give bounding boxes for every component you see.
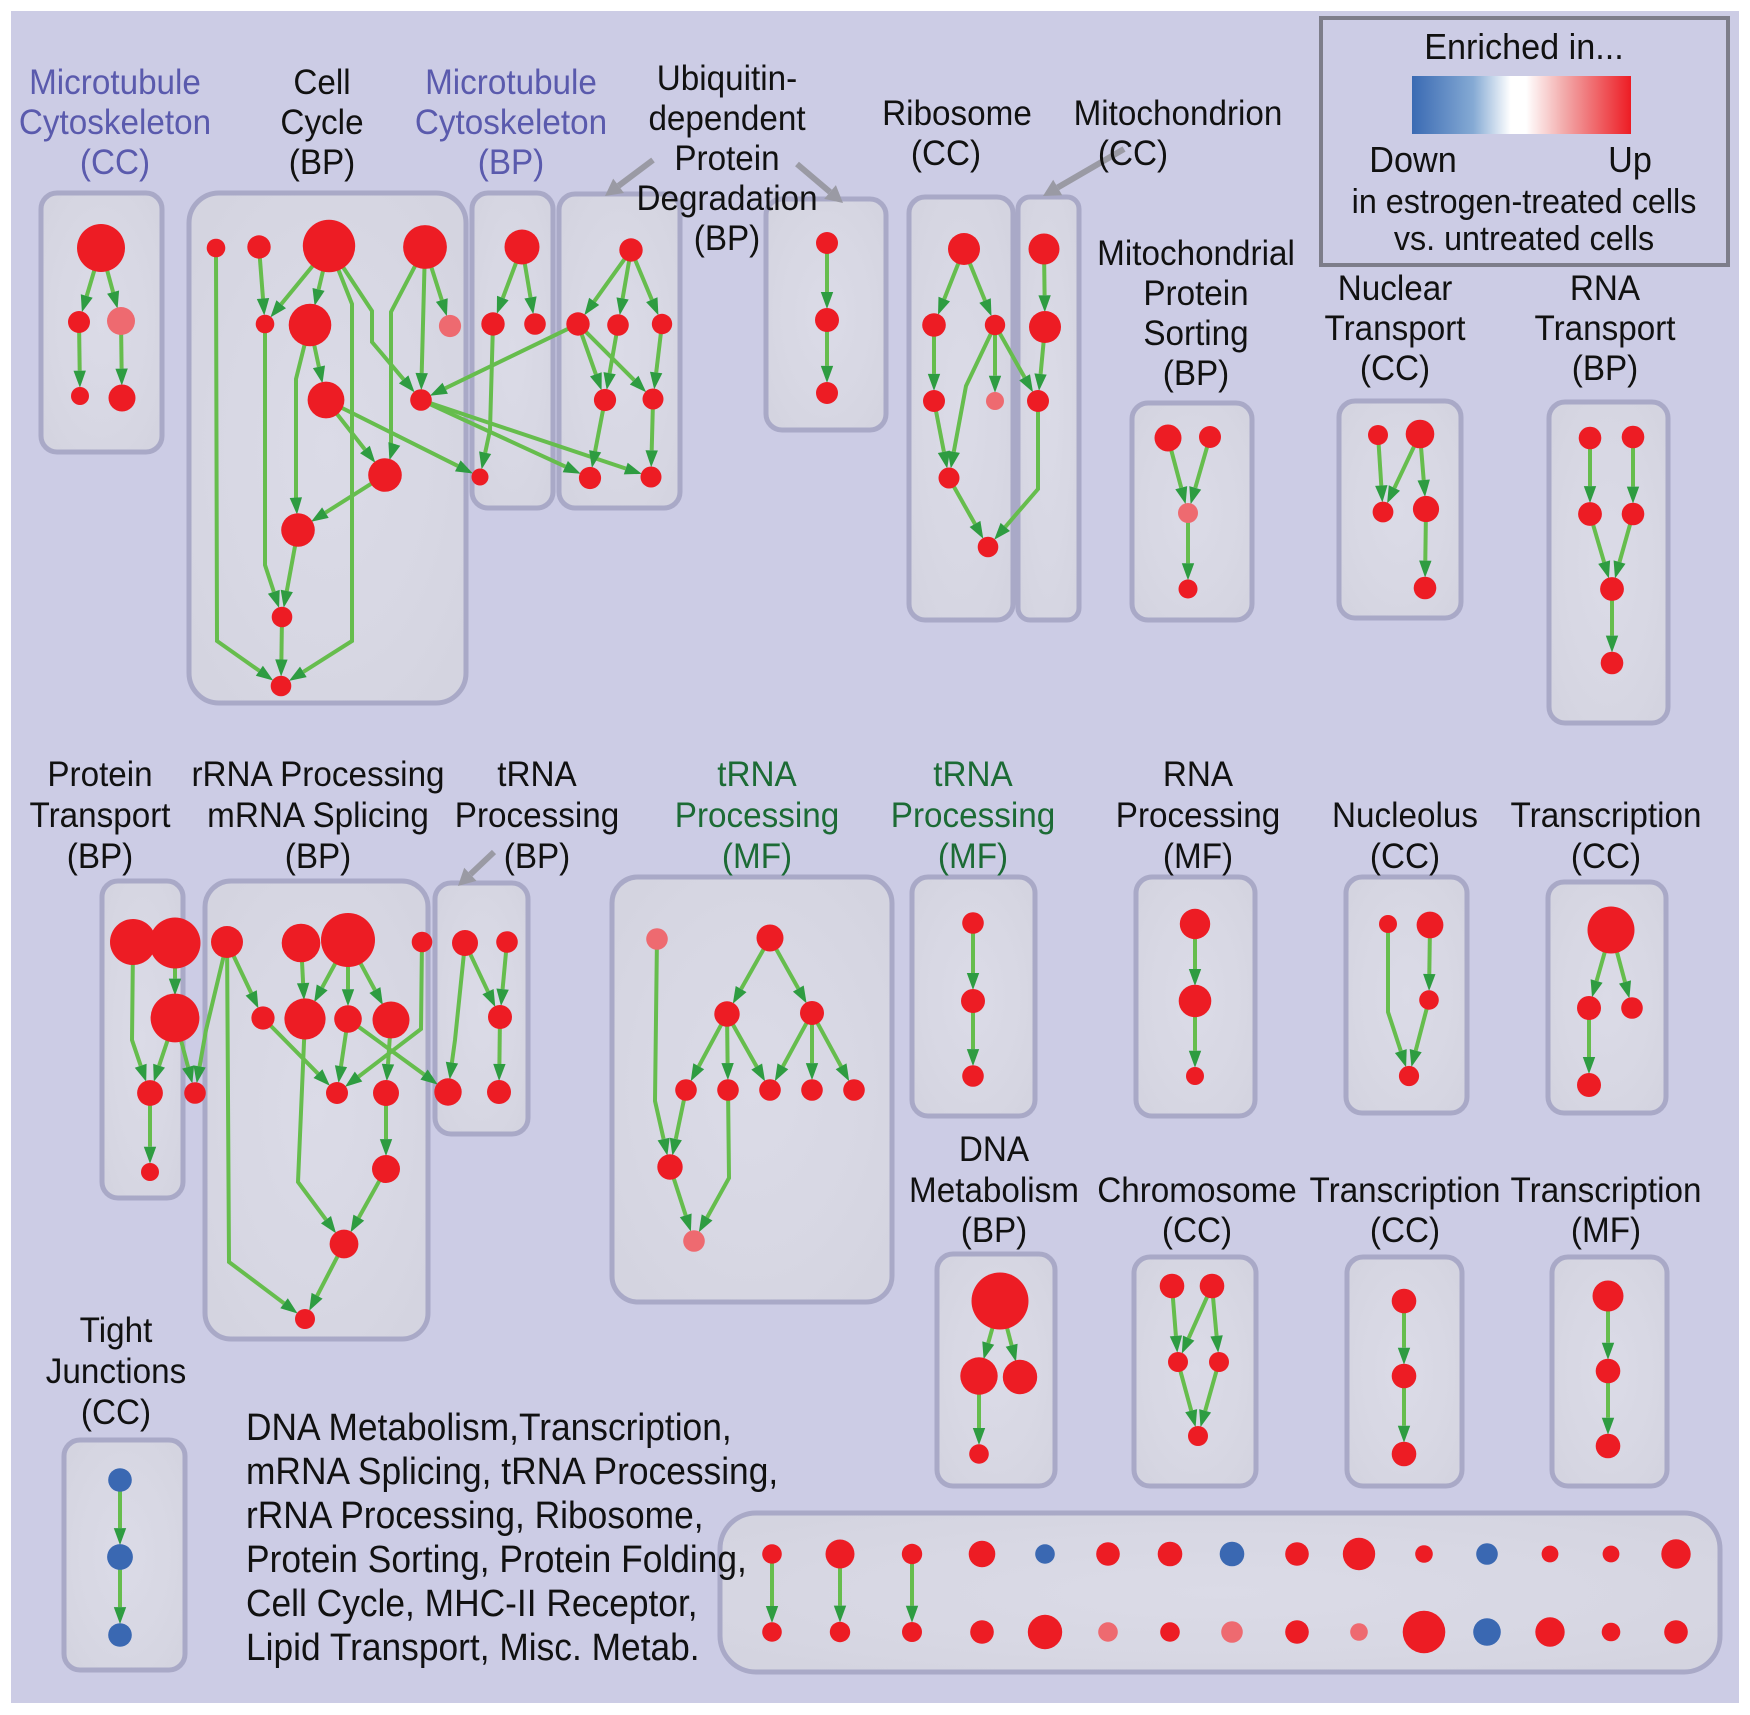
svg-text:Transport: Transport <box>1534 309 1676 348</box>
svg-text:Protein: Protein <box>674 139 779 178</box>
svg-text:in estrogen-treated cells: in estrogen-treated cells <box>1352 183 1697 221</box>
svg-text:Metabolism: Metabolism <box>909 1171 1079 1210</box>
svg-text:(MF): (MF) <box>1163 837 1233 876</box>
svg-text:(BP): (BP) <box>285 837 351 876</box>
svg-text:Nucleolus: Nucleolus <box>1332 796 1478 835</box>
svg-text:Sorting: Sorting <box>1143 314 1248 353</box>
svg-text:Mitochondrion: Mitochondrion <box>1074 94 1283 133</box>
svg-text:RNA: RNA <box>1570 269 1640 308</box>
svg-text:(CC): (CC) <box>911 134 981 173</box>
svg-text:Up: Up <box>1608 140 1652 180</box>
svg-text:(BP): (BP) <box>1572 349 1638 388</box>
svg-text:Processing: Processing <box>455 796 619 835</box>
svg-text:Chromosome: Chromosome <box>1097 1171 1297 1210</box>
svg-text:mRNA Splicing, tRNA Processing: mRNA Splicing, tRNA Processing, <box>246 1450 778 1492</box>
svg-text:Transcription: Transcription <box>1511 796 1702 835</box>
svg-text:Mitochondrial: Mitochondrial <box>1097 234 1295 273</box>
svg-text:Down: Down <box>1369 140 1456 180</box>
svg-text:(CC): (CC) <box>80 143 150 182</box>
svg-text:Transcription: Transcription <box>1511 1171 1702 1210</box>
svg-text:(MF): (MF) <box>1571 1211 1641 1250</box>
svg-text:tRNA: tRNA <box>497 755 577 794</box>
svg-text:Junctions: Junctions <box>46 1352 186 1391</box>
svg-text:RNA: RNA <box>1163 755 1233 794</box>
svg-text:Processing: Processing <box>675 796 839 835</box>
svg-text:dependent: dependent <box>648 99 806 138</box>
svg-text:Degradation: Degradation <box>636 179 817 218</box>
svg-text:Transport: Transport <box>29 796 171 835</box>
svg-text:(CC): (CC) <box>1571 837 1641 876</box>
svg-text:Microtubule: Microtubule <box>29 63 201 102</box>
svg-text:Enriched in...: Enriched in... <box>1424 27 1624 67</box>
svg-text:vs. untreated cells: vs. untreated cells <box>1394 220 1654 258</box>
svg-text:Transport: Transport <box>1324 309 1466 348</box>
svg-text:Tight: Tight <box>80 1311 153 1350</box>
svg-text:Cell Cycle, MHC-II Receptor,: Cell Cycle, MHC-II Receptor, <box>246 1582 698 1624</box>
svg-text:(BP): (BP) <box>504 837 570 876</box>
svg-text:(CC): (CC) <box>1162 1211 1232 1250</box>
svg-text:(CC): (CC) <box>81 1393 151 1432</box>
svg-text:Protein: Protein <box>1143 274 1248 313</box>
svg-text:Protein: Protein <box>47 755 152 794</box>
svg-text:Nuclear: Nuclear <box>1338 269 1453 308</box>
svg-text:Processing: Processing <box>891 796 1055 835</box>
svg-text:Transcription: Transcription <box>1310 1171 1501 1210</box>
svg-text:(CC): (CC) <box>1370 1211 1440 1250</box>
svg-text:(MF): (MF) <box>938 837 1008 876</box>
svg-text:(BP): (BP) <box>1163 354 1229 393</box>
svg-text:(CC): (CC) <box>1098 134 1168 173</box>
svg-text:(BP): (BP) <box>67 837 133 876</box>
svg-text:Cycle: Cycle <box>280 103 363 142</box>
svg-text:mRNA Splicing: mRNA Splicing <box>207 796 429 835</box>
svg-text:Cytoskeleton: Cytoskeleton <box>415 103 607 142</box>
svg-text:(CC): (CC) <box>1360 349 1430 388</box>
svg-text:(BP): (BP) <box>694 219 760 258</box>
svg-text:Microtubule: Microtubule <box>425 63 597 102</box>
svg-text:(BP): (BP) <box>961 1211 1027 1250</box>
svg-text:DNA Metabolism,Transcription,: DNA Metabolism,Transcription, <box>246 1406 732 1448</box>
svg-text:rRNA Processing: rRNA Processing <box>191 755 444 794</box>
svg-text:Ubiquitin-: Ubiquitin- <box>657 59 797 98</box>
svg-text:rRNA Processing, Ribosome,: rRNA Processing, Ribosome, <box>246 1494 704 1536</box>
svg-text:Lipid Transport, Misc. Metab.: Lipid Transport, Misc. Metab. <box>246 1626 700 1668</box>
svg-text:(MF): (MF) <box>722 837 792 876</box>
svg-text:(BP): (BP) <box>478 143 544 182</box>
svg-text:(BP): (BP) <box>289 143 355 182</box>
svg-text:Cell: Cell <box>293 63 350 102</box>
svg-text:tRNA: tRNA <box>933 755 1013 794</box>
svg-text:Processing: Processing <box>1116 796 1280 835</box>
svg-text:DNA: DNA <box>959 1130 1029 1169</box>
svg-text:(CC): (CC) <box>1370 837 1440 876</box>
svg-text:Ribosome: Ribosome <box>882 94 1032 133</box>
svg-text:Cytoskeleton: Cytoskeleton <box>19 103 211 142</box>
svg-text:tRNA: tRNA <box>717 755 797 794</box>
svg-text:Protein Sorting, Protein Foldi: Protein Sorting, Protein Folding, <box>246 1538 747 1580</box>
